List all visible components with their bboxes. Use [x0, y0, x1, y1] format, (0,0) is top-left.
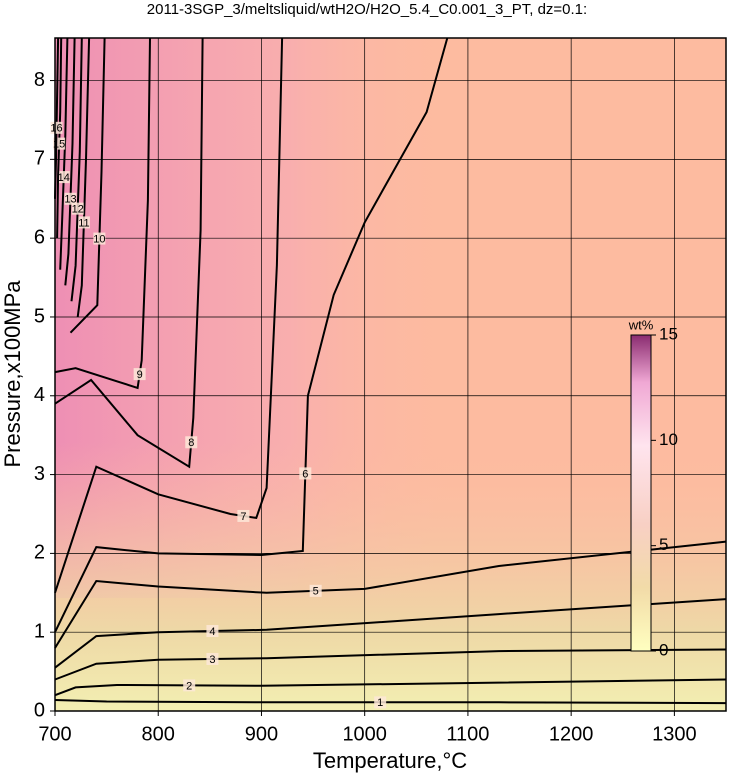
contour-line: [54, 540, 727, 649]
contour-label-box: [185, 436, 198, 449]
fill-yellow: [55, 38, 726, 711]
contour-line: [54, 699, 727, 705]
chart-title: 2011-3SGP_3/meltsliquid/wtH2O/H2O_5.4_C0…: [147, 1, 587, 18]
contour-label: 7: [240, 511, 246, 523]
contour-label: 12: [72, 204, 84, 216]
contour-label-box: [299, 467, 312, 480]
x-tick-label: 1100: [446, 723, 489, 745]
contour-line: [54, 37, 204, 469]
x-tick-label: 1300: [652, 723, 697, 745]
contour-label: 2: [186, 680, 192, 692]
contour-label: 10: [93, 233, 105, 245]
contour-label: 11: [78, 217, 89, 229]
y-tick-label: 8: [34, 69, 45, 91]
x-tick-label: 900: [245, 723, 278, 745]
contour-label: 8: [188, 437, 194, 449]
contour-label-box: [374, 696, 387, 709]
contour-label-box: [133, 368, 146, 381]
contour-label-box: [71, 202, 84, 215]
contour-label: 9: [137, 369, 143, 381]
contour-label-box: [77, 216, 90, 229]
x-tick-label: 800: [142, 723, 175, 745]
contour-label-box: [93, 232, 106, 245]
colorbar-label: wt%: [628, 317, 654, 332]
y-tick-label: 0: [34, 699, 45, 721]
y-tick-label: 4: [34, 384, 45, 406]
plot-background: [55, 38, 726, 711]
y-tick-label: 1: [34, 620, 45, 642]
contour-label-box: [183, 679, 196, 692]
y-axis-label: Pressure,x100MPa: [0, 280, 25, 468]
y-tick-label: 6: [34, 226, 45, 248]
contour-label-box: [206, 652, 219, 665]
x-tick-label: 1000: [342, 723, 387, 745]
colorbar-tick-label: 15: [659, 324, 678, 343]
contour-label: 3: [209, 654, 215, 666]
contour-label: 1: [377, 697, 383, 709]
contour-label: 13: [64, 194, 76, 206]
y-tick-label: 5: [34, 305, 45, 327]
contour-label: 14: [58, 172, 70, 184]
y-tick-label: 2: [34, 542, 45, 564]
y-tick-label: 7: [34, 148, 45, 170]
contour-label-box: [237, 509, 250, 522]
plot-frame: [54, 37, 727, 712]
x-axis-label: Temperature,°C: [313, 748, 467, 773]
colorbar-tick-label: 10: [659, 430, 678, 449]
contour-label-box: [64, 192, 77, 205]
contour-label-box: [53, 137, 66, 150]
contour-label-box: [309, 584, 322, 597]
colorbar-tick-label: 0: [659, 640, 668, 659]
contour-label-box: [57, 171, 70, 184]
x-tick-label: 700: [38, 723, 71, 745]
contour-label-box: [50, 121, 63, 134]
contour-label: 4: [209, 626, 215, 638]
x-tick-label: 1200: [549, 723, 594, 745]
colorbar-tick-label: 5: [659, 535, 668, 554]
y-tick-label: 3: [34, 463, 45, 485]
contour-label: 6: [302, 468, 308, 480]
contour-label-box: [206, 625, 219, 638]
colorbar: [630, 334, 652, 652]
contour-label: 16: [50, 123, 62, 135]
contour-label: 5: [313, 586, 319, 598]
